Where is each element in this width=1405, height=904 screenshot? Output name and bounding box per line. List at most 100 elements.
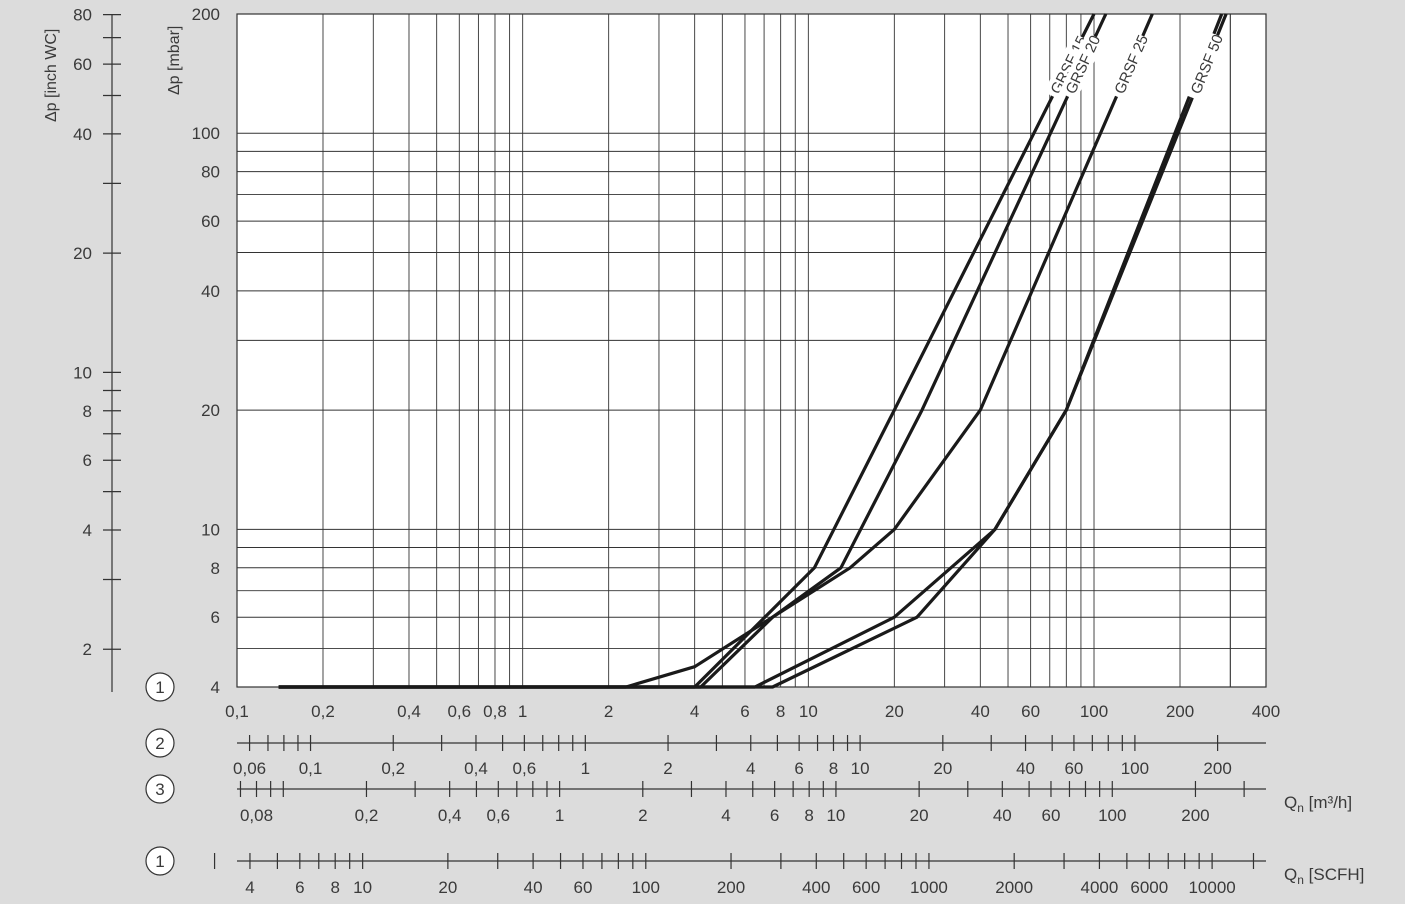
x-tick-label: 40 [971,702,990,721]
x-tick-label: 40 [524,878,543,897]
y-tick-label-mbar: 80 [201,163,220,182]
y-tick-label-inch: 20 [73,244,92,263]
x-tick-label: 0,1 [225,702,249,721]
x-tick-label: 2 [604,702,613,721]
x-tick-label: 0,8 [483,702,507,721]
x-tick-label: 100 [1098,806,1126,825]
x-tick-label: 4 [746,759,755,778]
y-tick-label-mbar: 200 [192,5,220,24]
y-tick-label-inch: 40 [73,125,92,144]
x-tick-label: 0,6 [447,702,471,721]
y-tick-label-mbar: 8 [211,559,220,578]
x-tick-label: 10 [826,806,845,825]
y-tick-label-inch: 60 [73,55,92,74]
y-tick-label-mbar: 6 [211,608,220,627]
series-label-background [1108,32,1152,101]
x-tick-label: 4 [245,878,254,897]
y-tick-label-inch: 80 [73,6,92,25]
x-tick-label: 200 [1181,806,1209,825]
x-tick-label: 2000 [995,878,1033,897]
x-tick-label: 200 [717,878,745,897]
x-tick-label: 8 [829,759,838,778]
x-tick-label: 400 [1252,702,1280,721]
axis-marker-number: 3 [155,780,164,799]
plot-background [237,14,1266,687]
x-tick-label: 60 [574,878,593,897]
x-tick-label: 0,4 [464,759,488,778]
x-tick-label: 4 [721,806,730,825]
x-axis-unit-label: Qn [SCFH] [1284,865,1364,887]
y-axis-title-mbar: Δp [mbar] [166,26,183,95]
x-tick-label: 1 [581,759,590,778]
x-tick-label: 0,6 [486,806,510,825]
x-tick-label: 400 [802,878,830,897]
axis-marker-circle [145,728,175,758]
x-tick-label: 0,2 [311,702,335,721]
y-axis-title-inch: Δp [inch WC] [43,29,60,122]
x-tick-label: 0,06 [233,759,266,778]
y-tick-label-inch: 4 [83,521,92,540]
axis-marker-circle [145,846,175,876]
x-tick-label: 4000 [1081,878,1119,897]
series-label-background [1184,31,1227,101]
x-tick-label: 0,2 [355,806,379,825]
x-tick-label: 6 [770,806,779,825]
x-tick-label: 600 [852,878,880,897]
y-tick-label-mbar: 60 [201,212,220,231]
x-tick-label: 60 [1021,702,1040,721]
y-tick-label-mbar: 10 [201,520,220,539]
x-tick-label: 60 [1042,806,1061,825]
x-tick-label: 100 [1080,702,1108,721]
y-tick-label-inch: 8 [83,402,92,421]
x-tick-label: 20 [933,759,952,778]
x-tick-label: 60 [1064,759,1083,778]
axis-marker-number: 1 [155,852,164,871]
x-tick-label: 0,4 [438,806,462,825]
x-tick-label: 8 [804,806,813,825]
x-tick-label: 200 [1203,759,1231,778]
x-tick-label: 8 [330,878,339,897]
x-tick-label: 10 [851,759,870,778]
x-tick-label: 10000 [1188,878,1235,897]
x-tick-label: 1 [518,702,527,721]
x-tick-label: 20 [910,806,929,825]
x-tick-label: 10 [353,878,372,897]
x-tick-label: 2 [638,806,647,825]
x-tick-label: 10 [799,702,818,721]
y-tick-label-mbar: 100 [192,124,220,143]
x-tick-label: 0,1 [299,759,323,778]
x-tick-label: 6 [794,759,803,778]
x-tick-label: 4 [690,702,699,721]
x-tick-label: 1000 [910,878,948,897]
x-tick-label: 2 [663,759,672,778]
axis-marker-number: 2 [155,734,164,753]
y-tick-label-mbar: 40 [201,282,220,301]
y-tick-label-inch: 2 [83,640,92,659]
axis-marker-number: 1 [155,678,164,697]
x-tick-label: 20 [885,702,904,721]
x-tick-label: 0,08 [240,806,273,825]
y-tick-label-mbar: 20 [201,401,220,420]
y-tick-label-mbar: 4 [211,678,220,697]
y-tick-label-inch: 6 [83,451,92,470]
axis-marker-circle [145,774,175,804]
x-tick-label: 100 [1121,759,1149,778]
x-tick-label: 40 [1016,759,1035,778]
x-tick-label: 0,4 [397,702,421,721]
x-tick-label: 6 [295,878,304,897]
series-line [278,13,1228,689]
y-tick-label-inch: 10 [73,363,92,382]
x-tick-label: 0,2 [381,759,405,778]
x-tick-label: 1 [555,806,564,825]
axis-marker-circle [145,672,175,702]
series-label-background [1059,32,1105,101]
x-axis-unit-label: Qn [m³/h] [1284,793,1352,815]
x-tick-label: 6 [740,702,749,721]
x-tick-label: 200 [1166,702,1194,721]
x-tick-label: 40 [993,806,1012,825]
x-tick-label: 20 [438,878,457,897]
x-tick-label: 0,6 [513,759,537,778]
x-tick-label: 8 [776,702,785,721]
